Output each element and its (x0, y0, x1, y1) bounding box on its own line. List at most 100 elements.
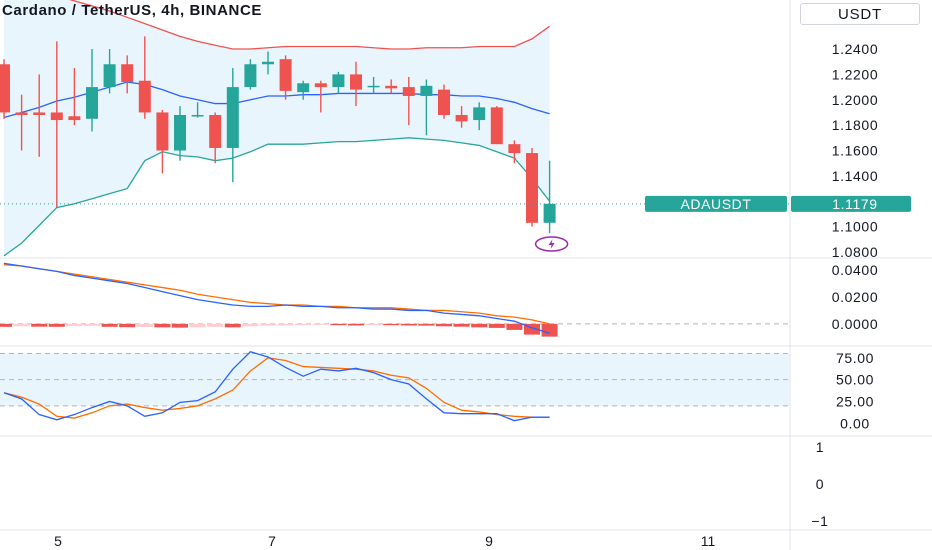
candle-body (262, 61, 274, 65)
bb-lower-line (3, 137, 551, 257)
macd-histogram-bar (312, 323, 329, 325)
macd-histogram-bar (224, 323, 241, 328)
time-tick-label: 9 (485, 533, 493, 549)
macd-histogram-bar (48, 323, 65, 327)
candle[interactable] (262, 51, 274, 75)
candle-body (367, 85, 380, 88)
time-axis[interactable]: 5 7 9 11 (54, 533, 715, 549)
last-price-tag: ADAUSDT 1.1179 (0, 195, 911, 212)
macd-histogram-bar (365, 323, 382, 326)
macd-histogram-bar (31, 323, 48, 327)
macd-histogram-bar (488, 323, 505, 328)
alert-icon[interactable] (534, 236, 569, 252)
last-price-label: 1.1179 (832, 196, 877, 212)
macd-tick-label: 0.0200 (832, 289, 878, 305)
candle[interactable] (385, 79, 398, 94)
candle[interactable] (455, 106, 468, 128)
candle-body (191, 114, 204, 117)
macd-histogram-bar (400, 323, 417, 326)
candle[interactable] (50, 41, 63, 208)
candle[interactable] (543, 160, 556, 233)
candle[interactable] (279, 55, 292, 100)
lightning-icon (548, 239, 555, 249)
candle[interactable] (350, 61, 362, 107)
stoch-d-line (3, 357, 550, 419)
macd-line (3, 262, 550, 334)
macd-tick-label: 0.0000 (832, 316, 878, 332)
candle-body (508, 144, 521, 154)
candle[interactable] (490, 106, 503, 145)
candle[interactable] (314, 80, 327, 113)
stoch-tick-label: 0.00 (840, 415, 870, 431)
candle-body (209, 114, 222, 148)
time-tick-label: 5 (54, 533, 62, 549)
macd-histogram-bar (119, 323, 136, 328)
candle-body (174, 114, 186, 151)
candle[interactable] (209, 112, 222, 164)
candle[interactable] (174, 106, 186, 161)
candle-body (385, 85, 398, 89)
macd-pane[interactable] (0, 262, 790, 337)
candle[interactable] (297, 80, 310, 100)
candle-body (438, 89, 450, 115)
macd-histogram-bar (189, 323, 206, 328)
candle[interactable] (121, 55, 134, 94)
macd-histogram-bar (330, 323, 347, 326)
candle[interactable] (0, 59, 10, 119)
candle[interactable] (226, 68, 239, 183)
candle-body (279, 59, 292, 91)
candle-body (0, 64, 10, 113)
price-tick-label: 1.1600 (832, 143, 878, 159)
price-tick-label: 1.2200 (832, 66, 878, 82)
currency-selector-button[interactable]: USDT (800, 3, 920, 25)
candle[interactable] (15, 94, 28, 151)
candle-body (226, 87, 239, 148)
macd-histogram-bar (207, 323, 224, 327)
macd-histogram-bar (453, 323, 470, 327)
candle[interactable] (402, 76, 415, 126)
macd-tick-label: 0.0400 (832, 262, 878, 278)
macd-histogram-bar (418, 323, 435, 326)
candle-body (314, 83, 327, 88)
candle[interactable] (86, 49, 98, 132)
price-axis[interactable]: 1.24001.22001.20001.18001.16001.14001.12… (811, 41, 878, 529)
candle[interactable] (68, 68, 81, 126)
candle[interactable] (244, 59, 257, 90)
candle[interactable] (138, 36, 151, 119)
candle-body (33, 112, 46, 115)
stochastic-band (0, 352, 790, 407)
candle-body (402, 87, 415, 96)
candle[interactable] (420, 79, 433, 136)
candle[interactable] (508, 140, 521, 164)
candle[interactable] (526, 147, 538, 227)
bb-fill-area (4, 0, 550, 256)
candle[interactable] (473, 102, 486, 131)
candle[interactable] (33, 74, 46, 157)
empty-pane-tick-label: 1 (816, 439, 824, 455)
candle[interactable] (103, 49, 116, 94)
candle-body (156, 112, 169, 151)
candlesticks[interactable] (0, 36, 556, 233)
price-tick-label: 1.1000 (832, 219, 878, 235)
price-tick-label: 1.2400 (832, 41, 878, 57)
empty-pane-tick-label: −1 (811, 513, 828, 529)
candle-body (103, 64, 116, 88)
candle[interactable] (191, 102, 204, 118)
macd-signal-line (3, 264, 550, 325)
price-tick-label: 1.1400 (832, 168, 878, 184)
stoch-k-line (3, 351, 550, 422)
candle-body (490, 107, 503, 145)
candle-body (50, 112, 63, 121)
stochastic-pane[interactable] (3, 351, 550, 422)
candle[interactable] (438, 84, 450, 119)
candle[interactable] (367, 76, 380, 94)
macd-histogram-bar (84, 323, 100, 326)
bb-upper-line (69, 0, 550, 50)
candle-body (297, 83, 310, 93)
candle[interactable] (156, 109, 169, 174)
macd-histogram-bar (541, 323, 558, 337)
time-tick-label: 11 (701, 533, 716, 549)
candle[interactable] (332, 71, 345, 94)
